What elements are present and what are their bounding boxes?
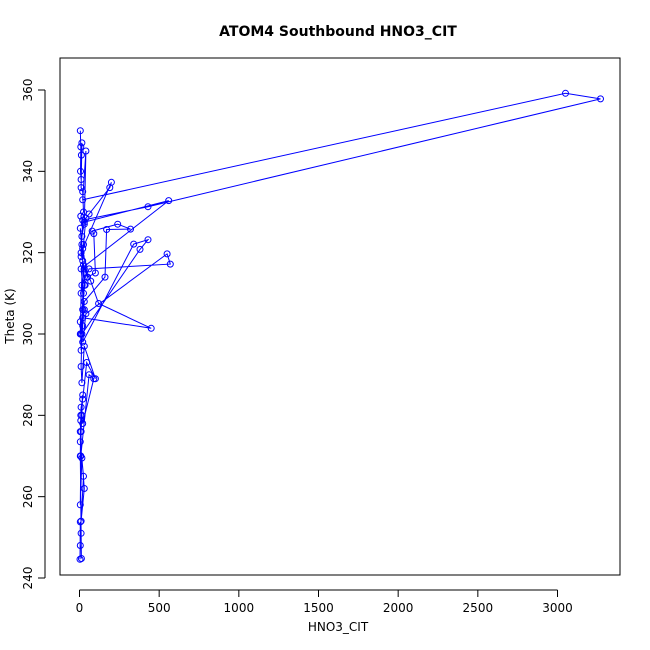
data-point bbox=[77, 529, 85, 537]
x-tick-label: 3000 bbox=[542, 601, 573, 615]
data-point bbox=[78, 454, 86, 462]
data-point bbox=[80, 342, 88, 350]
series-layer bbox=[76, 89, 604, 563]
data-point bbox=[77, 417, 85, 425]
data-point bbox=[90, 375, 98, 383]
data-point bbox=[80, 218, 88, 226]
data-point bbox=[79, 245, 87, 253]
data-point bbox=[562, 89, 569, 97]
data-point bbox=[80, 485, 88, 492]
data-point bbox=[166, 260, 174, 268]
data-point bbox=[163, 250, 171, 258]
data-point bbox=[130, 240, 138, 248]
data-point bbox=[79, 395, 87, 403]
plot-frame bbox=[59, 57, 621, 576]
data-point bbox=[79, 391, 87, 399]
data-point bbox=[79, 196, 87, 204]
data-point bbox=[76, 452, 84, 460]
data-point bbox=[80, 261, 87, 269]
data-point bbox=[80, 265, 88, 273]
x-axis-ticks: 0 500 1000 1500 2000 2500 3000 bbox=[76, 590, 573, 615]
data-point bbox=[77, 143, 85, 151]
y-tick-label: 320 bbox=[21, 241, 35, 264]
data-point bbox=[95, 300, 103, 307]
data-point bbox=[144, 203, 152, 211]
data-point bbox=[77, 517, 85, 525]
data-point bbox=[77, 330, 85, 338]
data-point bbox=[78, 379, 86, 387]
data-point bbox=[76, 518, 84, 526]
data-point bbox=[76, 224, 84, 232]
data-point bbox=[78, 281, 86, 289]
x-tick-label: 1500 bbox=[303, 601, 334, 615]
data-point bbox=[77, 428, 85, 436]
data-point bbox=[101, 273, 109, 281]
y-axis-label: Theta (K) bbox=[3, 288, 17, 344]
data-point bbox=[77, 253, 85, 261]
data-point bbox=[79, 314, 87, 322]
x-axis-label: HNO3_CIT bbox=[308, 620, 369, 634]
data-point bbox=[83, 359, 91, 366]
data-point bbox=[80, 298, 88, 305]
data-point bbox=[87, 277, 95, 285]
data-point bbox=[77, 403, 85, 411]
data-point bbox=[82, 147, 90, 155]
data-point bbox=[106, 184, 114, 192]
data-point bbox=[91, 269, 99, 277]
y-tick-label: 340 bbox=[21, 160, 35, 183]
data-point bbox=[88, 227, 96, 235]
data-point bbox=[77, 151, 85, 159]
data-point bbox=[77, 249, 85, 257]
x-tick-label: 0 bbox=[76, 601, 84, 615]
data-point bbox=[597, 95, 604, 103]
data-point bbox=[80, 289, 87, 297]
data-point bbox=[77, 167, 84, 175]
data-point bbox=[147, 324, 155, 332]
data-point bbox=[80, 281, 88, 289]
data-point bbox=[76, 501, 84, 509]
data-point bbox=[79, 188, 87, 196]
y-tick-label: 280 bbox=[21, 404, 35, 427]
data-point bbox=[80, 306, 88, 314]
data-point bbox=[114, 220, 122, 228]
data-point bbox=[127, 225, 134, 233]
data-point bbox=[76, 555, 84, 563]
series-line bbox=[79, 92, 601, 560]
data-point bbox=[77, 289, 85, 297]
data-point bbox=[165, 197, 173, 205]
data-point bbox=[136, 245, 144, 253]
data-point bbox=[77, 555, 85, 562]
data-point bbox=[79, 257, 87, 265]
y-tick-label: 240 bbox=[21, 567, 35, 590]
x-tick-label: 1000 bbox=[224, 601, 255, 615]
data-point bbox=[85, 265, 93, 273]
data-point bbox=[77, 411, 85, 419]
data-point bbox=[77, 176, 85, 183]
data-point bbox=[78, 139, 86, 147]
data-point bbox=[76, 542, 84, 549]
x-tick-label: 2500 bbox=[463, 601, 494, 615]
data-point bbox=[80, 241, 87, 248]
data-point bbox=[78, 232, 86, 240]
data-point bbox=[103, 226, 111, 233]
x-tick-label: 500 bbox=[148, 601, 171, 615]
y-axis-ticks: 240 260 280 300 320 340 360 bbox=[21, 79, 45, 590]
data-point bbox=[79, 338, 87, 346]
data-point bbox=[144, 236, 152, 244]
data-point bbox=[85, 371, 93, 379]
data-point bbox=[80, 472, 87, 480]
y-tick-label: 360 bbox=[21, 79, 35, 102]
data-point bbox=[77, 184, 85, 192]
y-tick-label: 260 bbox=[21, 485, 35, 508]
data-point bbox=[77, 363, 85, 370]
x-tick-label: 2000 bbox=[383, 601, 414, 615]
chart-title: ATOM4 Southbound HNO3_CIT bbox=[219, 24, 457, 40]
y-tick-label: 300 bbox=[21, 323, 35, 346]
data-point bbox=[76, 127, 84, 135]
data-point bbox=[82, 214, 90, 222]
data-point bbox=[76, 438, 84, 446]
